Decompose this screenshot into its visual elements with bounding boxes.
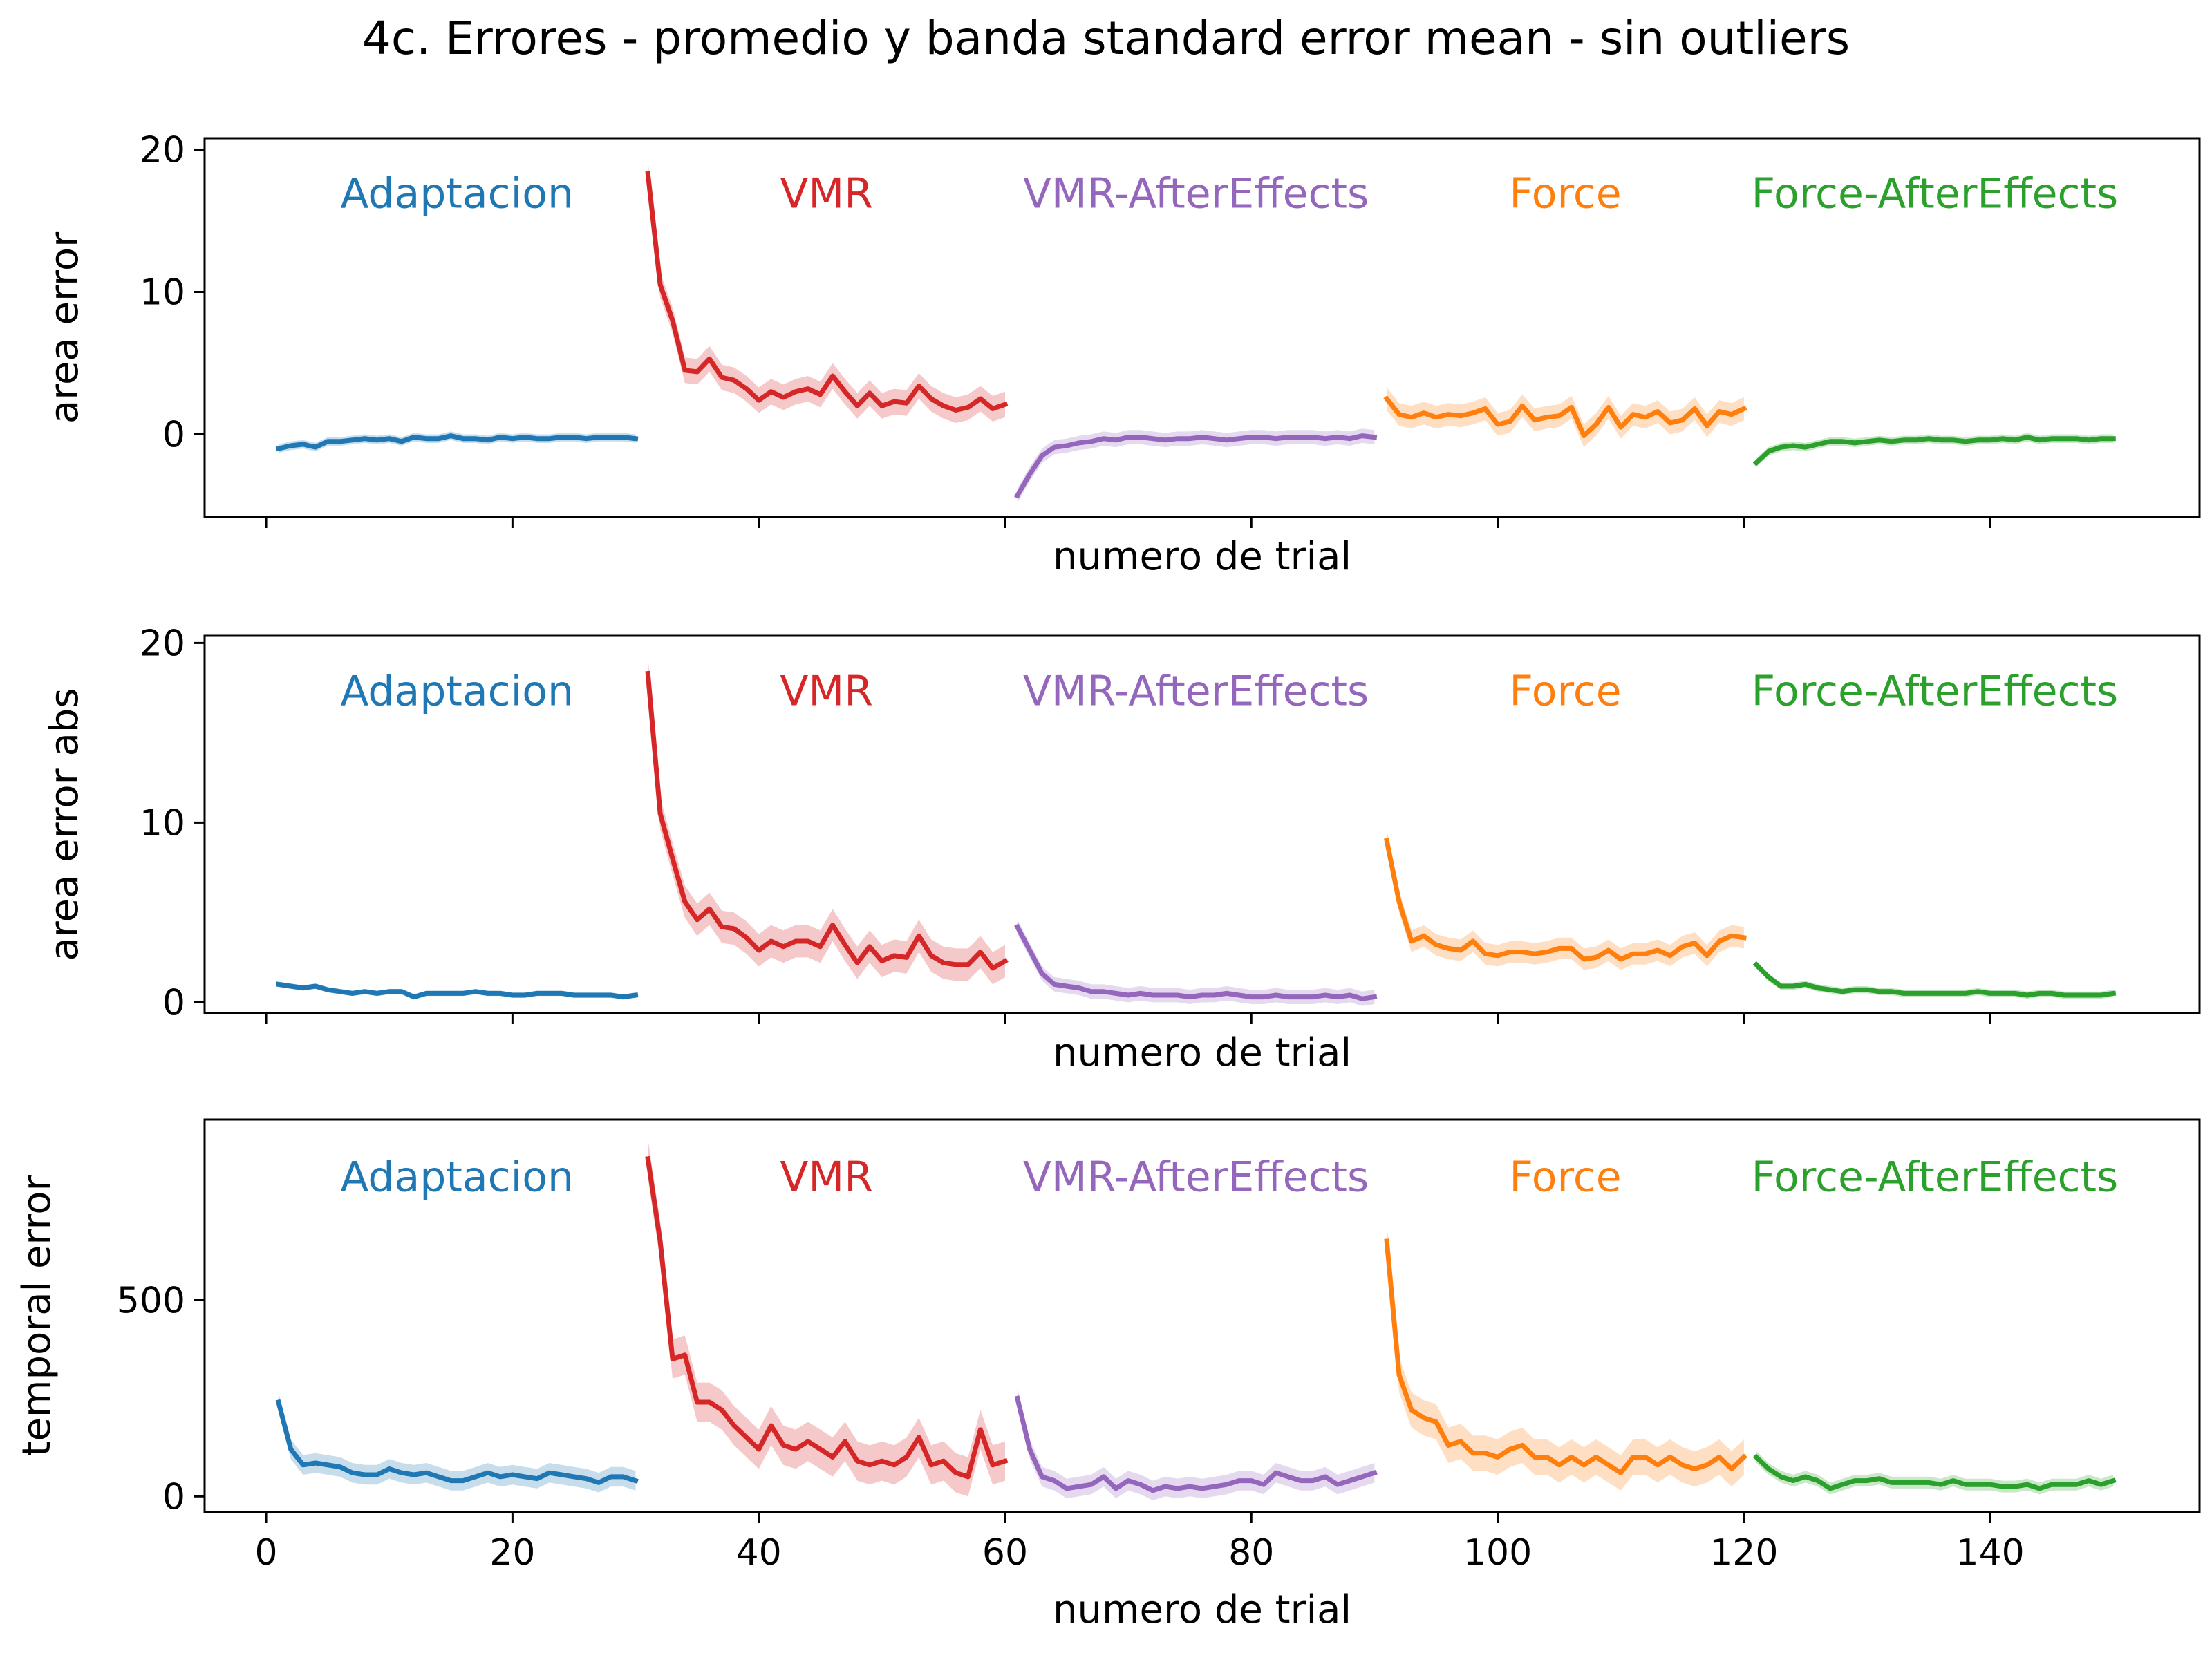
x-axis-label: numero de trial [1053, 1030, 1351, 1075]
error-band-vmr [648, 1139, 1005, 1497]
error-band-adaptacion [278, 1392, 636, 1493]
series-line-force-aftereffects [1752, 435, 2116, 466]
series-line-vmr-aftereffects [1014, 433, 1378, 499]
error-band-vmr [648, 161, 1005, 423]
segment-label-force-aftereffects: Force-AfterEffects [1752, 1153, 2119, 1201]
series-line-adaptacion [275, 1399, 639, 1485]
y-tick-label: 0 [162, 1476, 185, 1518]
segment-label-vmr: VMR [780, 667, 873, 715]
error-band-force [1387, 1223, 1744, 1491]
x-tick-label: 100 [1463, 1532, 1532, 1574]
error-band-force [1387, 387, 1744, 448]
series-line-force [1384, 1238, 1747, 1475]
x-axis-label: numero de trial [1053, 534, 1351, 579]
series-line-vmr [645, 1155, 1009, 1480]
subplot-1: Adaptacion VMR VMR-AfterEffects Force Force-… [42, 129, 2201, 579]
error-band-vmr-aftereffects [1017, 919, 1375, 1006]
y-tick-label: 0 [162, 982, 185, 1023]
segment-label-force: Force [1509, 170, 1621, 218]
x-tick-label: 80 [1228, 1532, 1274, 1574]
series-line-adaptacion [275, 981, 639, 1000]
x-axis-label: numero de trial [1053, 1587, 1351, 1632]
error-band-force-aftereffects [1756, 1451, 2114, 1495]
y-axis-label: temporal error [15, 1175, 59, 1457]
segment-label-force: Force [1509, 667, 1621, 715]
subplot-3: Adaptacion VMR VMR-AfterEffects Force Force-… [15, 1118, 2201, 1632]
x-tick-label: 20 [489, 1532, 535, 1574]
series-line-force [1384, 838, 1747, 962]
error-band-vmr-aftereffects [1017, 1388, 1375, 1500]
y-tick-label: 10 [140, 802, 185, 844]
figure-title: 4c. Errores - promedio y banda standard … [362, 12, 1850, 65]
series-line-vmr [645, 670, 1009, 971]
series-line-adaptacion [275, 433, 639, 452]
segment-label-adaptacion: Adaptacion [340, 1153, 574, 1201]
series-line-vmr-aftereffects [1014, 923, 1378, 1001]
x-tick-label: 0 [255, 1532, 278, 1574]
y-tick-label: 20 [140, 623, 185, 664]
segment-label-vmr: VMR [780, 1153, 873, 1201]
segment-label-vmr-aftereffects: VMR-AfterEffects [1023, 667, 1369, 715]
segment-label-force-aftereffects: Force-AfterEffects [1752, 170, 2119, 218]
y-axis-label: area error [42, 231, 87, 424]
segment-label-force-aftereffects: Force-AfterEffects [1752, 667, 2119, 715]
y-tick-label: 10 [140, 272, 185, 313]
segment-label-force: Force [1509, 1153, 1621, 1201]
axes-frame [203, 137, 2201, 518]
y-tick-label: 500 [117, 1280, 185, 1321]
series-line-force [1383, 395, 1747, 439]
y-tick-label: 20 [140, 129, 185, 171]
x-tick-label: 140 [1956, 1532, 2025, 1574]
error-band-vmr [648, 657, 1005, 985]
segment-label-vmr-aftereffects: VMR-AfterEffects [1023, 1153, 1369, 1201]
series-line-vmr-aftereffects [1014, 1395, 1378, 1493]
x-tick-label: 40 [736, 1532, 782, 1574]
segment-label-adaptacion: Adaptacion [340, 170, 574, 218]
x-tick-label: 60 [982, 1532, 1028, 1574]
series-line-force-aftereffects [1752, 961, 2117, 998]
axes-frame [203, 1118, 2201, 1513]
series-line-vmr [645, 171, 1009, 413]
segment-label-vmr-aftereffects: VMR-AfterEffects [1023, 170, 1369, 218]
subplot-2: Adaptacion VMR VMR-AfterEffects Force Force-… [42, 623, 2201, 1075]
series-line-force-aftereffects [1752, 1453, 2117, 1491]
segment-label-adaptacion: Adaptacion [340, 667, 574, 715]
x-tick-label: 120 [1709, 1532, 1778, 1574]
axes-frame [203, 634, 2201, 1014]
segment-label-vmr: VMR [780, 170, 873, 218]
error-band-force [1387, 829, 1744, 970]
y-axis-label: area error abs [42, 688, 87, 961]
y-tick-label: 0 [162, 415, 185, 456]
